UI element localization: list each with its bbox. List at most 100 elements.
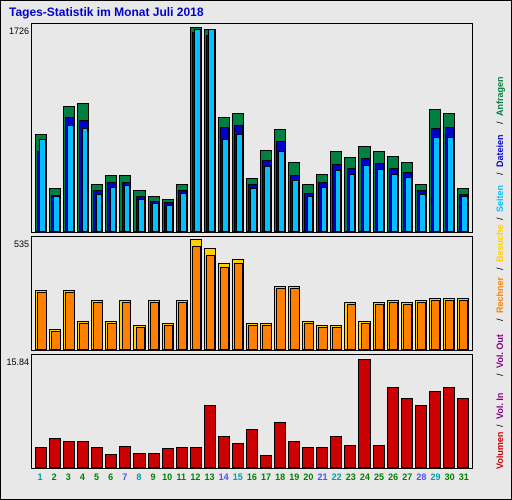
- bar-volumen: [288, 441, 300, 468]
- bar-rechner: [136, 327, 145, 350]
- side-legend-item: Dateien: [495, 134, 505, 167]
- xaxis-day: 13: [204, 472, 216, 482]
- side-legend-sep: /: [495, 268, 505, 271]
- bar-seiten: [180, 193, 187, 232]
- day-col: [232, 355, 244, 468]
- day-col: [105, 237, 117, 350]
- bar-rechner: [150, 302, 159, 350]
- bar-seiten: [110, 187, 117, 232]
- day-col: [358, 237, 370, 350]
- xaxis-day: 14: [218, 472, 230, 482]
- bar-volumen: [274, 422, 286, 468]
- day-col: [401, 355, 413, 468]
- bar-seiten: [222, 139, 229, 232]
- day-col: [344, 24, 356, 232]
- bar-seiten: [321, 187, 328, 232]
- bar-seiten: [138, 199, 145, 232]
- day-col: [91, 355, 103, 468]
- day-col: [190, 237, 202, 350]
- side-legend-item: Volumen: [495, 432, 505, 469]
- day-col: [401, 237, 413, 350]
- day-col: [246, 24, 258, 232]
- bar-volumen: [443, 387, 455, 468]
- bar-volumen: [204, 405, 216, 468]
- bar-rechner: [431, 300, 440, 350]
- day-col: [373, 237, 385, 350]
- bar-seiten: [250, 188, 257, 232]
- day-col: [302, 24, 314, 232]
- bar-seiten: [194, 29, 201, 232]
- bar-rechner: [347, 304, 356, 350]
- day-col: [429, 237, 441, 350]
- ylabel-top: 1726: [4, 26, 29, 36]
- bar-seiten: [391, 174, 398, 232]
- bar-rechner: [37, 292, 46, 350]
- bar-rechner: [276, 288, 285, 350]
- bar-volumen: [133, 453, 145, 468]
- bar-rechner: [403, 304, 412, 350]
- day-col: [204, 237, 216, 350]
- day-col: [373, 355, 385, 468]
- bar-rechner: [304, 323, 313, 350]
- day-col: [204, 355, 216, 468]
- xaxis-day: 7: [119, 472, 131, 482]
- bar-volumen: [415, 405, 427, 468]
- side-legend-item: Seiten: [495, 185, 505, 212]
- day-col: [457, 355, 469, 468]
- xaxis-day: 9: [147, 472, 159, 482]
- side-legend-item: Anfragen: [495, 77, 505, 117]
- day-col: [176, 24, 188, 232]
- side-legend-sep: /: [495, 424, 505, 427]
- bar-volumen: [387, 387, 399, 468]
- xaxis-day: 26: [387, 472, 399, 482]
- ylabel-bot: 15.84: [4, 357, 29, 367]
- bar-rechner: [65, 292, 74, 350]
- bar-volumen: [330, 436, 342, 468]
- bar-rechner: [389, 302, 398, 350]
- bar-rechner: [375, 304, 384, 350]
- bar-seiten: [461, 196, 468, 232]
- panel-volumen: 15.84: [31, 354, 473, 469]
- day-col: [316, 24, 328, 232]
- bar-rechner: [220, 267, 229, 350]
- xaxis-day: 1: [34, 472, 46, 482]
- bar-rechner: [51, 331, 60, 350]
- side-legend-item: Rechner: [495, 277, 505, 313]
- day-col: [63, 355, 75, 468]
- day-col: [302, 355, 314, 468]
- side-legend: Volumen/Vol. In/Vol. Out/Rechner/Besuche…: [495, 23, 507, 469]
- bar-seiten: [67, 125, 74, 232]
- xaxis-day: 25: [373, 472, 385, 482]
- bar-seiten: [447, 137, 454, 232]
- day-col: [232, 237, 244, 350]
- day-col: [63, 24, 75, 232]
- day-col: [274, 237, 286, 350]
- bar-volumen: [49, 438, 61, 468]
- bar-volumen: [316, 447, 328, 468]
- day-col: [218, 237, 230, 350]
- bar-seiten: [307, 196, 314, 232]
- side-legend-item: Besuche: [495, 225, 505, 263]
- day-col: [330, 24, 342, 232]
- day-col: [176, 237, 188, 350]
- bar-volumen: [190, 447, 202, 468]
- day-col: [344, 237, 356, 350]
- bar-volumen: [105, 454, 117, 468]
- day-col: [330, 355, 342, 468]
- bar-volumen: [35, 447, 47, 468]
- side-legend-item: Vol. Out: [495, 334, 505, 368]
- xaxis-day: 18: [274, 472, 286, 482]
- day-col: [288, 355, 300, 468]
- bar-seiten: [363, 165, 370, 232]
- xaxis-day: 5: [91, 472, 103, 482]
- day-col: [415, 237, 427, 350]
- bar-volumen: [148, 453, 160, 468]
- day-col: [119, 237, 131, 350]
- bars-bot: [32, 355, 472, 468]
- day-col: [387, 237, 399, 350]
- day-col: [77, 355, 89, 468]
- day-col: [35, 355, 47, 468]
- bar-volumen: [77, 441, 89, 468]
- day-col: [49, 355, 61, 468]
- day-col: [316, 237, 328, 350]
